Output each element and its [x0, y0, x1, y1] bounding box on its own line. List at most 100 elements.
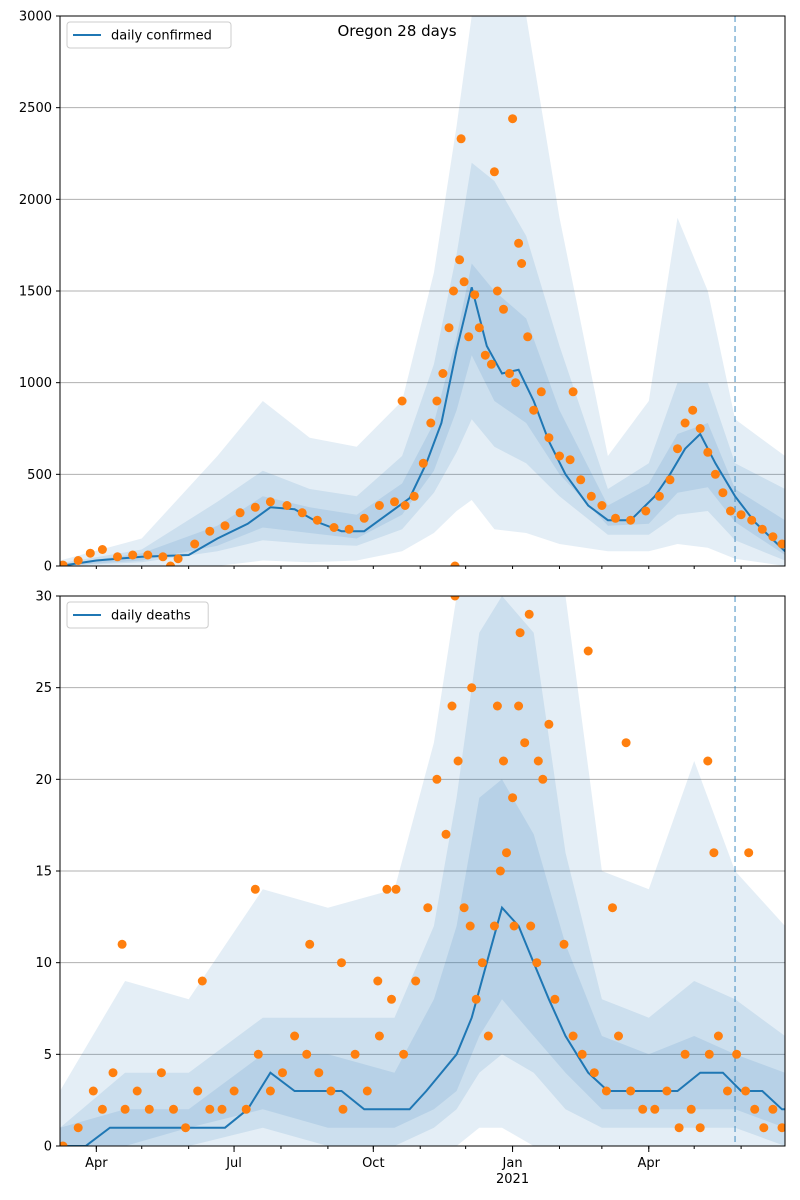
data-point — [499, 304, 508, 314]
data-point — [158, 552, 168, 562]
data-point — [777, 1123, 785, 1133]
data-point — [597, 501, 607, 510]
x-tick-label: Jan — [502, 1156, 523, 1171]
data-point — [480, 350, 490, 360]
data-point — [471, 994, 481, 1004]
data-point — [673, 444, 682, 454]
data-point — [608, 903, 617, 913]
data-point — [626, 1086, 636, 1096]
data-point — [220, 521, 230, 531]
uncertainty-bands — [60, 16, 785, 566]
data-point — [229, 1086, 239, 1096]
data-point — [169, 1104, 178, 1114]
legend: daily confirmed — [66, 21, 232, 49]
data-point — [108, 1068, 118, 1078]
data-point — [85, 548, 95, 558]
data-point — [483, 1031, 493, 1041]
data-point — [621, 738, 631, 748]
data-point — [399, 1049, 409, 1059]
data-point — [768, 1104, 778, 1114]
data-point — [418, 458, 428, 468]
data-point — [674, 1123, 684, 1133]
data-point — [577, 1049, 587, 1059]
data-point — [601, 1086, 611, 1096]
data-point — [544, 719, 554, 729]
data-point — [532, 958, 542, 968]
uncertainty-band — [60, 16, 785, 566]
legend-label: daily confirmed — [111, 29, 212, 44]
data-point — [489, 167, 499, 177]
data-point — [662, 1086, 672, 1096]
data-point — [686, 1104, 696, 1114]
data-point — [374, 1031, 384, 1041]
data-point — [373, 976, 383, 986]
data-point — [338, 1104, 348, 1114]
y-tick-label: 0 — [44, 1140, 52, 1155]
data-point — [505, 369, 514, 378]
data-point — [447, 701, 457, 711]
data-point — [459, 277, 469, 287]
data-point — [741, 1086, 751, 1096]
legend-label: daily deaths — [111, 609, 191, 624]
data-point — [768, 532, 778, 542]
data-point — [568, 387, 578, 397]
data-point — [253, 1049, 263, 1059]
data-point — [181, 1123, 191, 1133]
data-point — [695, 1123, 705, 1133]
data-point — [391, 884, 401, 894]
data-point — [193, 1086, 203, 1096]
legend-box — [66, 601, 209, 629]
data-point — [517, 259, 527, 268]
data-point — [536, 387, 546, 397]
data-point — [97, 1104, 107, 1114]
data-point — [759, 1123, 769, 1133]
data-point — [559, 939, 569, 949]
data-point — [359, 513, 369, 523]
data-point — [654, 491, 664, 501]
data-point — [444, 323, 454, 333]
data-point — [565, 455, 575, 465]
confirmed-chart: 0 500 1000 1500 2000 2500 3000 daily confirmed — [19, 10, 786, 575]
data-point — [703, 447, 713, 457]
data-point — [60, 1141, 68, 1146]
y-tick-label: 1500 — [19, 285, 52, 300]
data-point — [509, 921, 519, 931]
data-point — [397, 396, 407, 406]
data-point — [589, 1068, 599, 1078]
data-point — [626, 515, 636, 525]
data-point — [305, 939, 315, 949]
x-tick-label: Apr — [638, 1156, 661, 1171]
data-point — [703, 756, 713, 766]
data-point — [282, 501, 292, 510]
y-tick-label: 0 — [44, 560, 52, 575]
data-point — [544, 433, 554, 443]
data-point — [120, 1104, 130, 1114]
data-point — [426, 418, 436, 428]
data-point — [173, 554, 183, 564]
data-point — [750, 1104, 760, 1114]
data-point — [695, 424, 705, 433]
legend-box — [66, 21, 232, 49]
data-point — [465, 921, 475, 931]
data-point — [744, 848, 754, 858]
data-point — [337, 958, 346, 968]
data-point — [117, 939, 127, 949]
uncertainty-bands — [60, 596, 785, 1146]
data-point — [499, 756, 508, 766]
data-point — [489, 921, 499, 931]
data-point — [329, 523, 339, 532]
data-point — [441, 829, 451, 839]
x-year-label: 2021 — [496, 1172, 529, 1187]
data-point — [432, 774, 442, 784]
data-point — [450, 596, 460, 601]
data-point — [550, 994, 560, 1004]
data-point — [290, 1031, 300, 1041]
figure-title: Oregon 28 days — [337, 22, 456, 40]
data-point — [390, 497, 399, 507]
data-point — [205, 1104, 215, 1114]
data-point — [143, 550, 153, 560]
uncertainty-band — [60, 779, 785, 1146]
data-point — [709, 848, 719, 858]
y-tick-label: 5 — [44, 1048, 52, 1063]
